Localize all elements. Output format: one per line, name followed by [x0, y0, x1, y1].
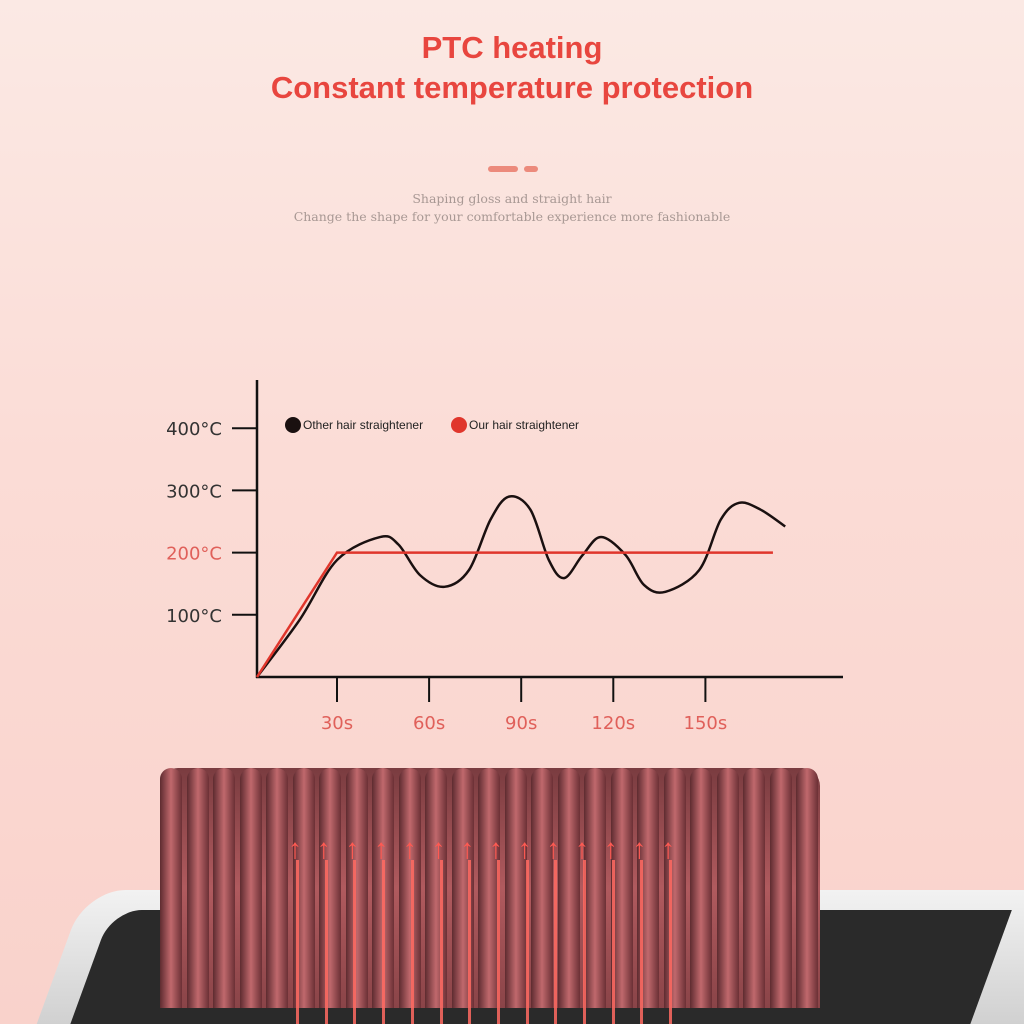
tagline: Shaping gloss and straight hair	[412, 191, 612, 206]
comb-tooth	[186, 768, 209, 1008]
comb-tooth	[451, 768, 474, 1008]
heat-up-arrow-icon: ↑	[632, 833, 647, 864]
comb-tooth	[160, 768, 182, 1008]
heat-ray	[468, 860, 472, 1024]
heat-ray	[410, 860, 414, 1024]
comb-tooth	[584, 768, 606, 1008]
comb-tooth	[663, 768, 686, 1008]
comb-tooth	[796, 768, 818, 1008]
brush-comb	[160, 768, 820, 1008]
comb-tooth	[743, 768, 765, 1008]
temperature-chart: 100°C 200°C 300°C 400°C 30s 60s 90s 120s 150s Oth…	[166, 380, 843, 734]
comb-tooth	[557, 768, 580, 1008]
y-tick-label: 200°C	[166, 544, 222, 565]
comb-tooth	[531, 768, 553, 1008]
heat-ray	[324, 860, 328, 1024]
heat-ray	[439, 860, 443, 1024]
x-tick-label: 120s	[591, 713, 635, 734]
heat-ray	[554, 860, 558, 1024]
heat-up-arrow-icon: ↑	[546, 833, 561, 864]
x-tick-label: 90s	[505, 713, 537, 734]
y-tick-label: 300°C	[166, 481, 222, 502]
y-tick-label: 100°C	[166, 606, 222, 627]
heat-up-arrow-icon: ↑	[402, 833, 417, 864]
subtitle: Constant temperature protection	[270, 70, 754, 105]
series-line-ours	[255, 551, 773, 678]
comb-tooth	[716, 768, 739, 1008]
heat-ray	[353, 860, 357, 1024]
x-tick-label: 30s	[321, 713, 353, 734]
heat-up-arrow-icon: ↑	[488, 833, 503, 864]
heat-up-arrow-icon: ↑	[345, 833, 360, 864]
comb-tooth	[425, 768, 447, 1008]
comb-tooth	[239, 768, 262, 1008]
legend-marker	[451, 417, 467, 433]
comb-tooth	[213, 768, 235, 1008]
divider-short	[524, 166, 538, 172]
heat-up-arrow-icon: ↑	[431, 833, 446, 864]
comb-tooth	[610, 768, 633, 1008]
heat-ray	[640, 860, 644, 1024]
heat-ray	[669, 860, 673, 1024]
heat-up-arrow-icon: ↑	[575, 833, 589, 864]
x-tick-label: 60s	[413, 713, 445, 734]
legend-label: Other hair straightener	[303, 418, 423, 432]
comb-tooth	[319, 768, 341, 1008]
heat-up-arrow-icon: ↑	[288, 833, 302, 864]
divider-long	[488, 166, 518, 172]
title: PTC heating	[421, 30, 603, 65]
heat-ray	[611, 860, 615, 1024]
heat-up-arrow-icon: ↑	[460, 833, 475, 864]
heat-up-arrow-icon: ↑	[374, 833, 389, 864]
tagline-2: Change the shape for your comfortable ex…	[293, 209, 731, 224]
heating-comb-brush-image: ↑ ↑ ↑ ↑ ↑ ↑ ↑ ↑ ↑ ↑ ↑ ↑ ↑ ↑	[0, 740, 1024, 1024]
comb-tooth	[690, 768, 712, 1008]
comb-tooth	[769, 768, 792, 1008]
heat-ray	[583, 860, 586, 1024]
comb-tooth	[504, 768, 527, 1008]
heat-ray	[525, 860, 529, 1024]
comb-tooth	[266, 768, 288, 1008]
heat-up-arrow-icon: ↑	[661, 833, 676, 864]
heat-up-arrow-icon: ↑	[316, 833, 331, 864]
heat-ray	[296, 860, 299, 1024]
x-tick-label: 150s	[684, 713, 728, 734]
y-tick-label: 400°C	[166, 419, 222, 440]
comb-tooth	[345, 768, 368, 1008]
heat-ray	[382, 860, 386, 1024]
heat-up-arrow-icon: ↑	[517, 833, 532, 864]
heat-up-arrow-icon: ↑	[603, 833, 618, 864]
comb-tooth	[398, 768, 421, 1008]
series-line-other	[255, 495, 786, 678]
heat-ray	[496, 860, 500, 1024]
legend-label: Our hair straightener	[469, 418, 579, 432]
legend-marker	[285, 417, 301, 433]
comb-tooth	[478, 768, 500, 1008]
